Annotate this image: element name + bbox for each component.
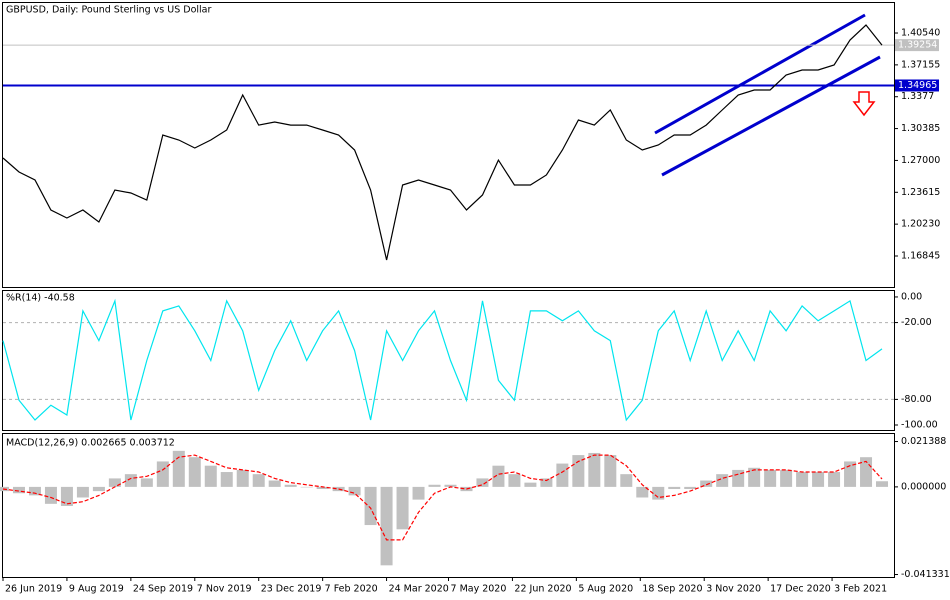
histogram-bar (476, 478, 489, 487)
histogram-bar (300, 486, 313, 488)
histogram-bar (348, 486, 361, 496)
histogram-bar (508, 474, 521, 487)
histogram-bar (636, 486, 649, 498)
pane-title: GBPUSD, Daily: Pound Sterling vs US Doll… (6, 5, 211, 16)
histogram-bar (76, 486, 89, 498)
histogram-bar (444, 484, 457, 487)
histogram-bar (364, 486, 377, 526)
x-tick-label: 7 Feb 2020 (325, 584, 378, 595)
y-tick-label: 0.00 (901, 291, 922, 302)
pane-title: MACD(12,26,9) 0.002665 0.003712 (6, 438, 175, 449)
y-tick-label: 1.27000 (901, 155, 940, 166)
histogram-bar (156, 461, 169, 487)
histogram-bar (380, 486, 393, 566)
histogram-bar (28, 486, 41, 496)
pane-title: %R(14) -40.58 (6, 293, 75, 304)
histogram-bar (204, 465, 217, 487)
histogram-bar (316, 486, 329, 490)
histogram-bar (876, 481, 889, 487)
histogram-bar (140, 478, 153, 487)
histogram-bar (684, 486, 697, 490)
y-tick-label: 0.021388 (901, 436, 946, 447)
histogram-bar (796, 472, 809, 487)
series-line (2, 454, 883, 541)
histogram-bar (620, 474, 633, 487)
histogram-bar (236, 469, 249, 487)
y-tick-label: 0.000000 (901, 481, 946, 492)
histogram-bar (588, 452, 601, 487)
y-tick-label: -80.00 (901, 394, 932, 405)
y-tick-label: 1.3377 (901, 91, 934, 102)
x-tick-label: 17 Dec 2020 (770, 584, 831, 595)
hline-label: 1.34965 (898, 80, 937, 91)
x-tick-label: 18 Sep 2020 (642, 584, 702, 595)
y-tick-label: 1.20230 (901, 219, 940, 230)
price-pane (2, 2, 895, 288)
x-tick-label: 5 Aug 2020 (578, 584, 633, 595)
histogram-bar (108, 478, 121, 487)
x-tick-label: 23 Dec 2019 (261, 584, 322, 595)
x-tick-label: 7 May 2020 (451, 584, 507, 595)
histogram-bar (284, 484, 297, 487)
x-tick-label: 3 Nov 2020 (706, 584, 761, 595)
y-tick-label: -100.00 (901, 420, 938, 431)
histogram-bar (572, 455, 585, 487)
histogram-bar (700, 480, 713, 487)
histogram-bar (124, 474, 137, 487)
histogram-bar (732, 469, 745, 487)
histogram-bar (172, 450, 185, 487)
histogram-bar (844, 461, 857, 487)
y-tick-label: -20.00 (901, 317, 932, 328)
last-price-box (895, 39, 939, 52)
x-tick-label: 9 Aug 2019 (69, 584, 124, 595)
down-arrow (852, 91, 876, 117)
y-tick-label: 1.30385 (901, 123, 940, 134)
x-tick-label: 22 Jun 2020 (514, 584, 571, 595)
histogram-bar (780, 469, 793, 487)
y-tick-label: 1.16845 (901, 250, 940, 261)
histogram-bar (556, 463, 569, 487)
histogram-bar (492, 465, 505, 487)
histogram-bar (92, 486, 105, 492)
histogram-bar (524, 482, 537, 487)
histogram-bar (540, 478, 553, 487)
histogram-bar (60, 486, 73, 506)
histogram-bar (188, 457, 201, 487)
histogram-bar (652, 486, 665, 500)
histogram-bar (828, 472, 841, 487)
series-line (2, 298, 883, 422)
x-tick-label: 7 Nov 2019 (197, 584, 252, 595)
y-tick-label: 1.37155 (901, 59, 940, 70)
histogram-bar (12, 486, 25, 494)
histogram-bar (668, 486, 681, 490)
histogram-bar (412, 486, 425, 500)
histogram-bar (44, 486, 57, 504)
x-tick-label: 26 Jun 2019 (5, 584, 62, 595)
channel-lower (661, 55, 881, 177)
y-tick-label: -0.041331 (901, 569, 950, 580)
histogram-bar (764, 469, 777, 487)
histogram-bar (428, 484, 441, 487)
histogram-bar (220, 472, 233, 487)
x-tick-label: 3 Feb 2021 (834, 584, 887, 595)
histogram-bar (268, 480, 281, 487)
hline-label-box (895, 79, 939, 92)
histogram-bar (812, 472, 825, 487)
x-tick-label: 24 Mar 2020 (389, 584, 449, 595)
series-line (2, 24, 883, 261)
histogram-bar (748, 467, 761, 487)
histogram-bar (252, 474, 265, 487)
last-price-label: 1.39254 (898, 40, 937, 51)
y-tick-label: 1.40540 (901, 28, 940, 39)
wpr-pane (2, 290, 895, 431)
channel-upper (654, 13, 866, 135)
histogram-bar (396, 486, 409, 530)
histogram-bar (604, 455, 617, 487)
x-tick-label: 24 Sep 2019 (133, 584, 193, 595)
y-tick-label: 1.23615 (901, 187, 940, 198)
